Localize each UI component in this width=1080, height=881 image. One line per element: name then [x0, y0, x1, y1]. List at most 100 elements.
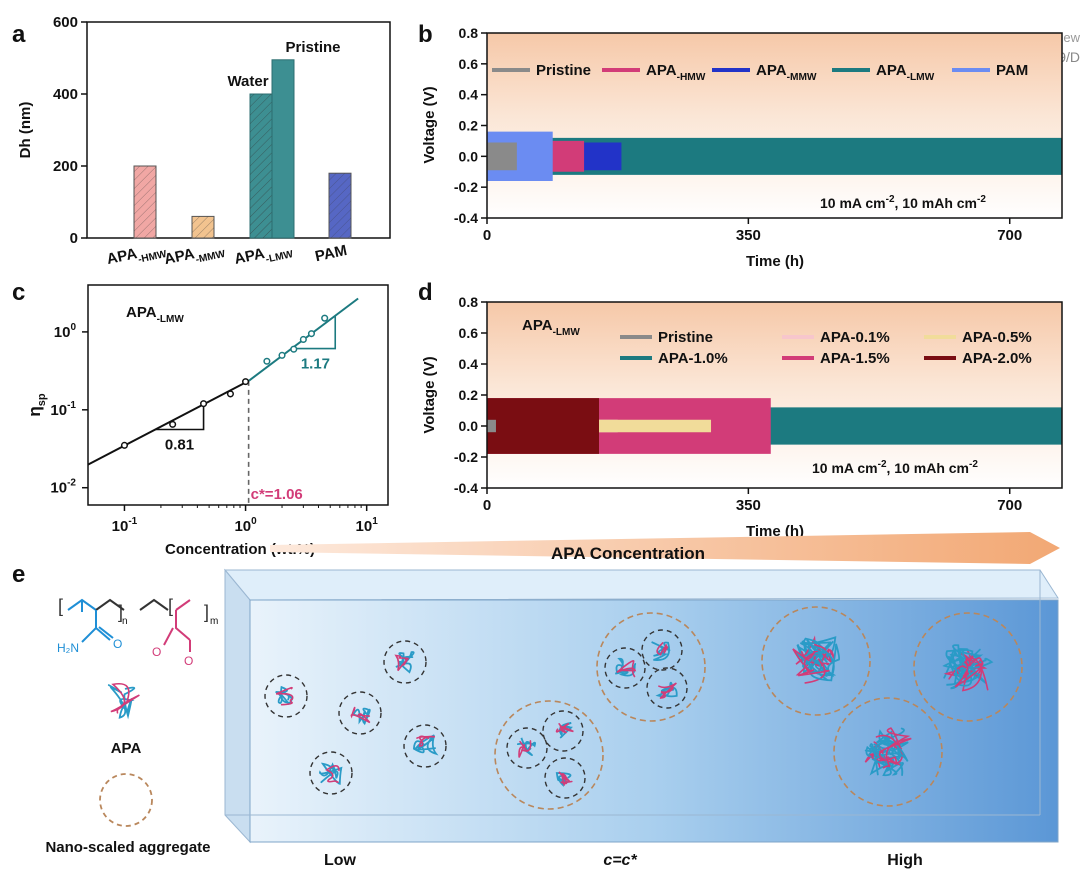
mid-apa-coil — [651, 641, 671, 661]
low-apa-coil — [350, 706, 371, 726]
c-slope-label-dilute: 0.81 — [165, 436, 194, 453]
d-legend-label-APA-0.5%: APA-0.5% — [962, 329, 1032, 346]
b-trace-Pristine — [487, 142, 517, 171]
legend-apa-label: APA — [111, 740, 142, 757]
panel-b-xlabel: Time (h) — [746, 253, 804, 270]
chem-o-ester2: O — [184, 654, 193, 668]
a-bar-APA-LMW-pristine — [271, 59, 295, 239]
d-trace-Pristine — [487, 419, 496, 433]
panel-c-frame — [87, 284, 389, 506]
low-aggregate-circle — [383, 640, 427, 684]
chem-o-amide: O — [113, 637, 122, 651]
label-high: High — [887, 852, 923, 869]
a-ytick-label: 200 — [53, 158, 78, 175]
c-point-dilute — [242, 378, 250, 386]
panel-a-ylabel: Dh (nm) — [17, 102, 34, 159]
legend-aggregate-label: Nano-scaled aggregate — [45, 839, 210, 856]
mid-inner-circle — [544, 757, 586, 799]
d-legend-label-APA-2.0%: APA-2.0% — [962, 350, 1032, 367]
a-xtick-label: APA-MMW — [163, 239, 227, 272]
apa-chemical-structure: [ ] [ ] — [58, 596, 209, 652]
c-slope-triangle-semidilute — [291, 315, 337, 350]
c-point-semidilute — [290, 345, 298, 353]
mid-aggregate-circle — [596, 612, 706, 722]
b-ytick-label: 0.6 — [459, 56, 479, 72]
b-ytick-label: 0.4 — [459, 87, 479, 103]
c-slope-label-semidilute: 1.17 — [301, 356, 330, 373]
d-legend-label-APA-1.5%: APA-1.5% — [820, 350, 890, 367]
svg-text:]: ] — [204, 602, 209, 622]
chem-m: m — [210, 616, 218, 627]
c-xtick-label: 101 — [356, 516, 379, 535]
high-dense-aggregate — [864, 727, 912, 777]
high-dense-aggregate — [942, 644, 994, 692]
concentration-arrow — [270, 532, 1060, 564]
b-ytick-label: 0.8 — [459, 25, 479, 41]
panel-letter-c: c — [12, 279, 25, 306]
b-legend-label-Pristine: Pristine — [536, 62, 591, 79]
a-ytick-label: 600 — [53, 14, 78, 31]
b-trace-APA-LMW — [487, 137, 1062, 175]
panel-a-bar-chart: Dh (nm) 0 200 400 600 Water Pristine APA-HMW… — [17, 14, 391, 272]
panel-c-title: APA-LMW — [126, 304, 184, 325]
low-aggregate-circle — [338, 691, 382, 735]
b-ytick-label: 0.0 — [459, 148, 479, 164]
mid-inner-circle — [542, 710, 584, 752]
d-ytick-label: -0.2 — [454, 449, 478, 465]
b-legend-label-PAM: PAM — [996, 62, 1028, 79]
svg-text:[: [ — [168, 596, 173, 616]
c-ytick-label: 10-2 — [50, 478, 76, 497]
arrow-label: APA Concentration — [551, 544, 705, 563]
legend-aggregate-icon — [99, 773, 153, 827]
high-dense-aggregate-strand — [869, 737, 912, 776]
d-ytick-label: -0.4 — [454, 480, 478, 496]
a-xtick-label: APA-LMW — [233, 239, 295, 272]
high-aggregate-circle — [761, 606, 871, 716]
high-dense-aggregate — [792, 635, 841, 684]
panel-b-annotation: 10 mA cm-2, 10 mAh cm-2 — [820, 194, 986, 211]
mid-apa-coil — [614, 657, 637, 678]
panel-b-voltage-chart: Voltage (V) Time (h) 0 350 700 -0.4 -0.2 0.0 0… — [421, 25, 1063, 270]
high-aggregate-circle — [913, 612, 1023, 722]
panel-d-xlabel: Time (h) — [746, 523, 804, 540]
c-point-semidilute — [321, 314, 329, 322]
b-legend-label-APA-LMW: APA-LMW — [876, 62, 935, 83]
box-top-face — [223, 569, 1059, 601]
d-ytick-label: 0.6 — [459, 325, 479, 341]
low-apa-coil — [275, 685, 294, 706]
svg-text:]: ] — [118, 602, 123, 622]
b-ytick-label: -0.4 — [454, 210, 478, 226]
b-xtick-label: 350 — [736, 227, 761, 244]
mid-inner-circle — [506, 727, 548, 769]
b-ytick-label: 0.2 — [459, 118, 479, 134]
chem-n: n — [122, 616, 128, 627]
high-dense-aggregate-strand — [949, 653, 994, 691]
c-xtick-label: 10-1 — [112, 516, 138, 535]
chem-o-ester1: O — [152, 645, 161, 659]
panel-d-background — [487, 302, 1062, 488]
a-ytick-label: 400 — [53, 86, 78, 103]
c-point-semidilute — [263, 357, 271, 365]
mid-apa-coil — [516, 737, 537, 758]
c-slope-triangle-dilute — [155, 404, 205, 431]
legend-apa-coil — [107, 682, 140, 720]
d-xtick-label: 350 — [736, 497, 761, 514]
d-legend-label-APA-1.0%: APA-1.0% — [658, 350, 728, 367]
label-mid: c=c* — [603, 852, 637, 869]
panel-letter-a: a — [12, 21, 26, 48]
c-ytick-label: 10-1 — [50, 400, 76, 419]
d-ytick-label: 0.2 — [459, 387, 479, 403]
low-apa-coil — [394, 651, 415, 674]
d-legend-label-Pristine: Pristine — [658, 329, 713, 346]
c-fit-dilute — [87, 380, 250, 466]
low-apa-coil — [412, 734, 439, 756]
c-ytick-label: 100 — [54, 322, 77, 341]
high-aggregate-circle — [833, 697, 943, 807]
mid-apa-coil — [555, 722, 574, 739]
mid-aggregate-circle — [494, 700, 604, 810]
d-ytick-label: 0.4 — [459, 356, 479, 372]
low-aggregate-circle — [403, 724, 447, 768]
panel-d-title: APA-LMW — [522, 317, 580, 338]
low-aggregate-circle — [264, 674, 308, 718]
